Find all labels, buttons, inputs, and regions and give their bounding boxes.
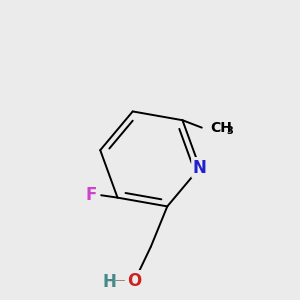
- Text: F: F: [85, 186, 97, 204]
- Text: H: H: [103, 273, 117, 291]
- Text: O: O: [128, 272, 142, 290]
- Text: 3: 3: [226, 126, 233, 136]
- Text: N: N: [193, 159, 207, 177]
- Text: CH: CH: [210, 121, 232, 135]
- Text: —: —: [112, 274, 124, 287]
